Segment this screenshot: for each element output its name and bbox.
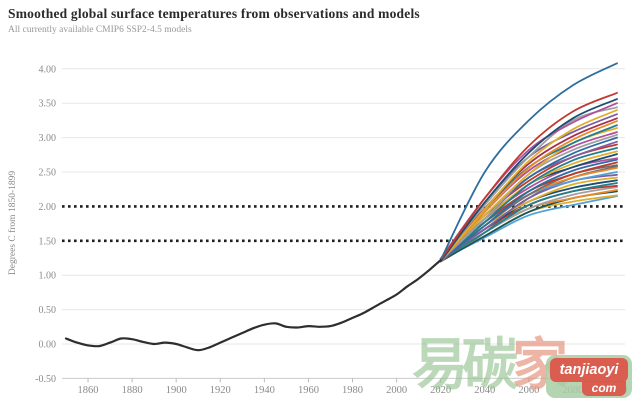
page-title: Smoothed global surface temperatures fro… [8,6,420,21]
model-line [439,109,618,263]
svg-text:0.50: 0.50 [39,305,57,316]
svg-text:-0.50: -0.50 [35,374,56,385]
model-line [439,120,618,263]
svg-text:1880: 1880 [122,385,143,396]
svg-text:2.00: 2.00 [39,202,57,213]
observed-line [64,259,442,352]
model-line [439,182,618,261]
model-line [439,98,618,263]
svg-text:1920: 1920 [210,385,231,396]
svg-text:2020: 2020 [430,385,451,396]
svg-text:1.50: 1.50 [39,236,57,247]
svg-text:1940: 1940 [254,385,275,396]
svg-text:2060: 2060 [518,385,539,396]
svg-text:1980: 1980 [342,385,363,396]
model-line [439,62,618,261]
svg-text:2040: 2040 [474,385,495,396]
svg-text:0.00: 0.00 [39,340,57,351]
svg-text:2000: 2000 [386,385,407,396]
svg-text:2100: 2100 [607,385,628,396]
chart-header: Smoothed global surface temperatures fro… [8,6,420,35]
svg-text:3.50: 3.50 [39,99,57,110]
svg-text:4.00: 4.00 [39,64,57,75]
svg-text:3.00: 3.00 [39,133,57,144]
model-lines [439,62,618,263]
chart-subtitle: All currently available CMIP6 SSP2-4.5 m… [8,25,192,35]
model-line [439,158,618,263]
gridlines [62,68,625,379]
svg-text:1900: 1900 [166,385,187,396]
svg-text:2080: 2080 [562,385,583,396]
threshold-lines [62,205,625,243]
y-axis-label: Degrees C from 1850-1899 [7,171,18,275]
y-tick-labels: 4.00 3.50 3.00 2.50 2.00 1.50 1.00 0.50 0.00 -0.5… [35,64,56,385]
x-axis [62,377,625,383]
model-line [439,147,618,261]
model-line [439,92,618,261]
svg-text:2.50: 2.50 [39,168,57,179]
x-tick-labels: 1860 1880 1900 1920 1940 1960 1980 2000 2020 2040… [78,385,628,396]
svg-text:1960: 1960 [298,385,319,396]
svg-text:1.00: 1.00 [39,271,57,282]
svg-text:1860: 1860 [78,385,99,396]
model-line [439,176,618,263]
